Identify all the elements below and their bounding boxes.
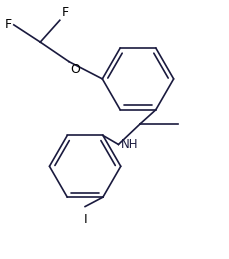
Text: F: F [62, 6, 69, 19]
Text: I: I [83, 213, 87, 226]
Text: NH: NH [120, 138, 138, 151]
Text: F: F [4, 18, 11, 31]
Text: O: O [70, 63, 80, 76]
